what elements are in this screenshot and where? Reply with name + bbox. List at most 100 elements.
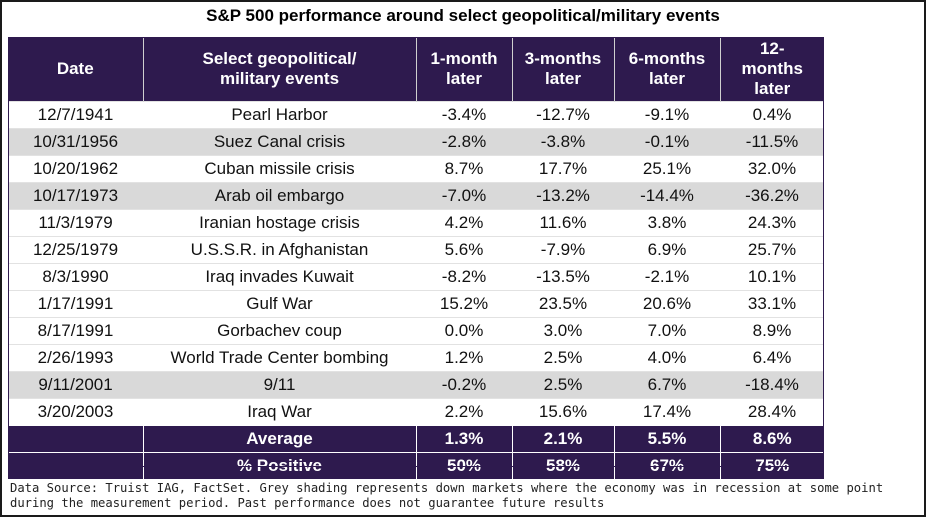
event-cell: Pearl Harbor xyxy=(143,101,416,129)
date-cell: 11/3/1979 xyxy=(8,209,143,237)
table-row: 8/17/1991 Gorbachev coup 0.0% 3.0% 7.0% 8.9% xyxy=(8,317,824,345)
6-months-cell: 20.6% xyxy=(614,290,720,318)
6-months-cell: 6.7% xyxy=(614,371,720,399)
12-months-cell: 25.7% xyxy=(720,236,824,264)
6-months-cell: -9.1% xyxy=(614,101,720,129)
table-row: 11/3/1979 Iranian hostage crisis 4.2% 11.6%… xyxy=(8,209,824,237)
date-cell: 8/17/1991 xyxy=(8,317,143,345)
table-row: 3/20/2003 Iraq War 2.2% 15.6% 17.4% 28.4% xyxy=(8,398,824,426)
event-cell: Iranian hostage crisis xyxy=(143,209,416,237)
date-cell: 1/17/1991 xyxy=(8,290,143,318)
header-row: Date Select geopolitical/military events… xyxy=(8,37,824,102)
table-row: 10/17/1973 Arab oil embargo -7.0% -13.2% -14… xyxy=(8,182,824,210)
6-months-cell: 7.0% xyxy=(614,317,720,345)
summary-12-months: 8.6% xyxy=(719,425,824,453)
event-cell: U.S.S.R. in Afghanistan xyxy=(143,236,416,264)
date-cell: 3/20/2003 xyxy=(8,398,143,426)
summary-1-month: 1.3% xyxy=(415,425,512,453)
12-months-cell: 6.4% xyxy=(720,344,824,372)
6-months-cell: 6.9% xyxy=(614,236,720,264)
1-month-cell: -0.2% xyxy=(416,371,512,399)
table-row: 8/3/1990 Iraq invades Kuwait -8.2% -13.5% -2… xyxy=(8,263,824,291)
source-note: Data Source: Truist IAG, FactSet. Grey s… xyxy=(10,481,884,510)
3-months-cell: 3.0% xyxy=(512,317,614,345)
6-months-cell: 17.4% xyxy=(614,398,720,426)
12-months-cell: 10.1% xyxy=(720,263,824,291)
header-1-month: 1-month later xyxy=(415,37,512,102)
3-months-cell: -12.7% xyxy=(512,101,614,129)
3-months-cell: -13.5% xyxy=(512,263,614,291)
header-12-months: 12- months later xyxy=(719,37,824,102)
header-6-months: 6-months later xyxy=(613,37,720,102)
12-months-cell: 24.3% xyxy=(720,209,824,237)
table-row: 12/7/1941 Pearl Harbor -3.4% -12.7% -9.1% 0.4… xyxy=(8,101,824,129)
table-title: S&P 500 performance around select geopol… xyxy=(206,6,720,25)
summary-12-months: 75% xyxy=(719,452,824,479)
1-month-cell: 0.0% xyxy=(416,317,512,345)
3-months-cell: 2.5% xyxy=(512,371,614,399)
date-cell: 8/3/1990 xyxy=(8,263,143,291)
performance-table: Date Select geopolitical/military events… xyxy=(8,37,824,479)
table-row: 10/20/1962 Cuban missile crisis 8.7% 17.7% 2… xyxy=(8,155,824,183)
12-months-cell: 33.1% xyxy=(720,290,824,318)
table-body: 12/7/1941 Pearl Harbor -3.4% -12.7% -9.1% 0.4… xyxy=(8,101,824,426)
summary-row: Average 1.3% 2.1% 5.5% 8.6% xyxy=(8,425,824,453)
table-summary: Average 1.3% 2.1% 5.5% 8.6%% Positive 50% 58% 6… xyxy=(8,425,824,479)
date-cell: 10/17/1973 xyxy=(8,182,143,210)
6-months-cell: 3.8% xyxy=(614,209,720,237)
table-row: 1/17/1991 Gulf War 15.2% 23.5% 20.6% 33.1% xyxy=(8,290,824,318)
summary-1-month: 50% xyxy=(415,452,512,479)
date-cell: 10/20/1962 xyxy=(8,155,143,183)
summary-label: % Positive xyxy=(142,452,416,479)
event-cell: Arab oil embargo xyxy=(143,182,416,210)
event-cell: Gorbachev coup xyxy=(143,317,416,345)
1-month-cell: -2.8% xyxy=(416,128,512,156)
table-row: 9/11/2001 9/11 -0.2% 2.5% 6.7% -18.4% xyxy=(8,371,824,399)
6-months-cell: -2.1% xyxy=(614,263,720,291)
6-months-cell: 4.0% xyxy=(614,344,720,372)
1-month-cell: 15.2% xyxy=(416,290,512,318)
date-cell: 10/31/1956 xyxy=(8,128,143,156)
3-months-cell: -3.8% xyxy=(512,128,614,156)
summary-blank-cell xyxy=(8,452,143,479)
date-cell: 12/7/1941 xyxy=(8,101,143,129)
6-months-cell: -14.4% xyxy=(614,182,720,210)
event-cell: Iraq War xyxy=(143,398,416,426)
1-month-cell: 4.2% xyxy=(416,209,512,237)
1-month-cell: -8.2% xyxy=(416,263,512,291)
6-months-cell: -0.1% xyxy=(614,128,720,156)
12-months-cell: -18.4% xyxy=(720,371,824,399)
header-event: Select geopolitical/military events xyxy=(142,37,416,102)
6-months-cell: 25.1% xyxy=(614,155,720,183)
3-months-cell: 11.6% xyxy=(512,209,614,237)
1-month-cell: 8.7% xyxy=(416,155,512,183)
header-3-months: 3-months later xyxy=(511,37,614,102)
summary-3-months: 58% xyxy=(511,452,614,479)
summary-6-months: 67% xyxy=(613,452,720,479)
12-months-cell: 8.9% xyxy=(720,317,824,345)
3-months-cell: 17.7% xyxy=(512,155,614,183)
date-cell: 12/25/1979 xyxy=(8,236,143,264)
3-months-cell: -13.2% xyxy=(512,182,614,210)
table-row: 12/25/1979 U.S.S.R. in Afghanistan 5.6% -7.… xyxy=(8,236,824,264)
event-cell: Cuban missile crisis xyxy=(143,155,416,183)
12-months-cell: 32.0% xyxy=(720,155,824,183)
event-cell: Suez Canal crisis xyxy=(143,128,416,156)
12-months-cell: -36.2% xyxy=(720,182,824,210)
1-month-cell: -7.0% xyxy=(416,182,512,210)
3-months-cell: -7.9% xyxy=(512,236,614,264)
1-month-cell: 1.2% xyxy=(416,344,512,372)
3-months-cell: 15.6% xyxy=(512,398,614,426)
3-months-cell: 23.5% xyxy=(512,290,614,318)
1-month-cell: 5.6% xyxy=(416,236,512,264)
event-cell: Gulf War xyxy=(143,290,416,318)
summary-row: % Positive 50% 58% 67% 75% xyxy=(8,452,824,479)
summary-label: Average xyxy=(142,425,416,453)
3-months-cell: 2.5% xyxy=(512,344,614,372)
12-months-cell: 28.4% xyxy=(720,398,824,426)
12-months-cell: 0.4% xyxy=(720,101,824,129)
event-cell: 9/11 xyxy=(143,371,416,399)
date-cell: 2/26/1993 xyxy=(8,344,143,372)
event-cell: World Trade Center bombing xyxy=(143,344,416,372)
summary-6-months: 5.5% xyxy=(613,425,720,453)
